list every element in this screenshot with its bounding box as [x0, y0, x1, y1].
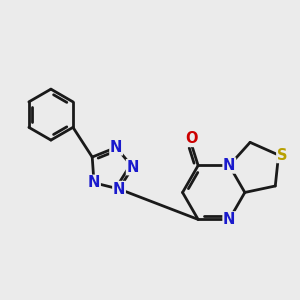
Text: S: S	[277, 148, 287, 163]
Text: N: N	[88, 175, 100, 190]
Text: N: N	[127, 160, 139, 175]
Text: N: N	[110, 140, 122, 155]
Text: N: N	[223, 212, 236, 227]
Text: N: N	[113, 182, 125, 196]
Text: O: O	[185, 131, 197, 146]
Text: N: N	[223, 158, 236, 173]
